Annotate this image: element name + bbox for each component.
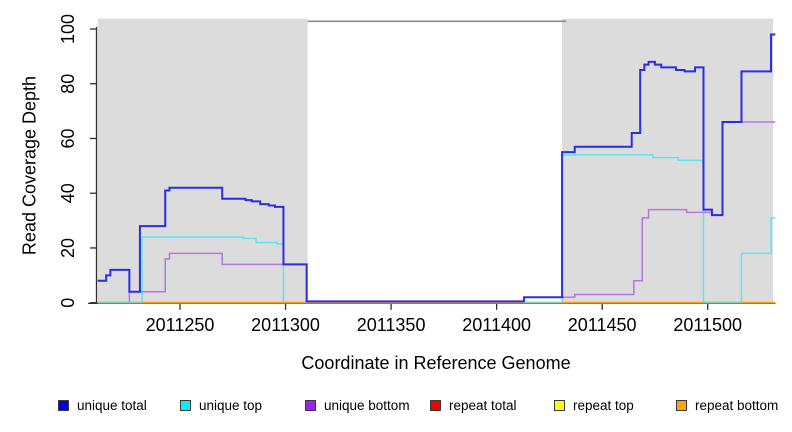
x-axis-label: Coordinate in Reference Genome <box>301 353 571 373</box>
legend-swatch-unique-total <box>58 400 69 411</box>
svg-text:2011500: 2011500 <box>673 315 742 335</box>
svg-text:2011450: 2011450 <box>568 315 637 335</box>
svg-text:40: 40 <box>58 183 78 203</box>
legend-item-repeat-top: repeat top <box>554 398 634 413</box>
svg-text:2011250: 2011250 <box>146 315 215 335</box>
legend-swatch-repeat-total <box>430 400 441 411</box>
svg-text:2011400: 2011400 <box>462 315 531 335</box>
legend-item-repeat-bottom: repeat bottom <box>676 398 778 413</box>
legend-item-unique-total: unique total <box>58 398 147 413</box>
legend-swatch-unique-top <box>180 400 191 411</box>
legend-label-repeat-top: repeat top <box>573 398 634 413</box>
svg-text:0: 0 <box>58 298 78 308</box>
legend-label-unique-bottom: unique bottom <box>324 398 410 413</box>
legend-item-unique-top: unique top <box>180 398 262 413</box>
legend-swatch-repeat-top <box>554 400 565 411</box>
legend-label-repeat-total: repeat total <box>449 398 517 413</box>
svg-text:2011300: 2011300 <box>251 315 320 335</box>
legend-swatch-repeat-bottom <box>676 400 687 411</box>
legend-label-repeat-bottom: repeat bottom <box>695 398 779 413</box>
svg-text:20: 20 <box>58 238 78 258</box>
legend-label-unique-top: unique top <box>199 398 263 413</box>
svg-text:100: 100 <box>58 14 78 44</box>
svg-text:80: 80 <box>58 74 78 94</box>
svg-text:2011350: 2011350 <box>357 315 426 335</box>
coverage-plot-canvas: 2011250 2011300 2011350 2011400 2011450 20115… <box>58 14 776 335</box>
legend-label-unique-total: unique total <box>77 398 147 413</box>
legend: unique total unique top unique bottom re… <box>0 398 792 424</box>
legend-item-repeat-total: repeat total <box>430 398 517 413</box>
svg-text:60: 60 <box>58 128 78 148</box>
legend-swatch-unique-bottom <box>305 400 316 411</box>
y-axis-label: Read Coverage Depth <box>19 75 40 256</box>
legend-item-unique-bottom: unique bottom <box>305 398 410 413</box>
